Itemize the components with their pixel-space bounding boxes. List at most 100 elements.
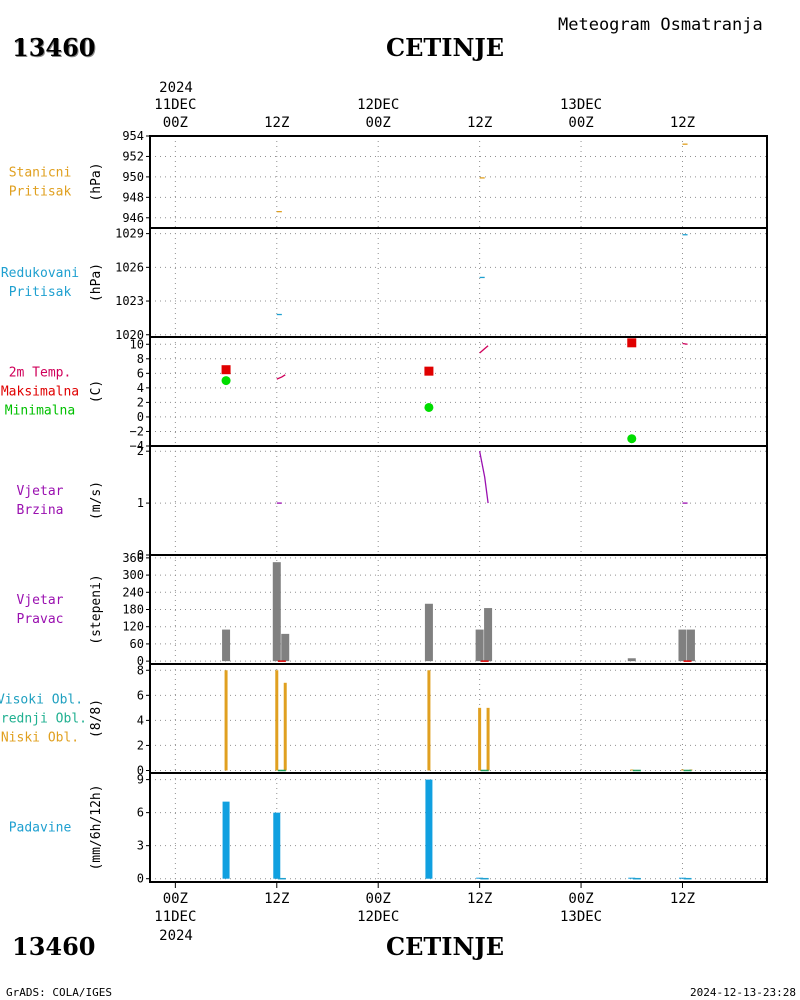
panel-0: 946 948 950 952 954 (hPa) Stanicni Pritisak xyxy=(9,129,768,229)
y-tick-label: 2 xyxy=(137,444,144,458)
y-tick-label: 948 xyxy=(122,190,144,204)
series-line xyxy=(478,451,489,504)
y-tick-label: 6 xyxy=(137,688,144,702)
y-tick-label: 2 xyxy=(137,395,144,409)
panel-title-line: Pravac xyxy=(17,612,64,627)
bar xyxy=(475,629,484,662)
y-axis-label: (C) xyxy=(89,380,104,403)
panel-title-line: Vjetar xyxy=(17,593,64,608)
panel-frame xyxy=(149,663,768,774)
bar xyxy=(678,877,686,879)
bar xyxy=(484,608,493,662)
panel-frame xyxy=(149,227,768,338)
panel-title-line: Maksimalna xyxy=(1,385,79,400)
max-temp-marker xyxy=(424,366,434,376)
y-tick-label: 1026 xyxy=(115,260,144,274)
y-axis-label: (hPa) xyxy=(89,162,104,201)
panel-5: 0 2 4 6 8 (8/8) Visoki Obl. Srednji Obl. Niski O… xyxy=(0,663,768,777)
bottom-time-label: 12Z xyxy=(467,891,492,907)
bottom-time-label: 00Z xyxy=(366,891,391,907)
panel-6: 0 3 6 9 (mm/6h/12h) Padavine xyxy=(9,772,768,886)
y-tick-label: 4 xyxy=(137,713,144,727)
y-tick-label: 0 xyxy=(137,872,144,886)
panel-title-line: Visoki Obl. xyxy=(0,693,83,708)
y-tick-label: 0 xyxy=(137,548,144,562)
panel-title-line: Pritisak xyxy=(9,185,72,200)
y-tick-label: 6 xyxy=(137,366,144,380)
y-tick-label: 1023 xyxy=(115,294,144,308)
bar xyxy=(425,779,433,879)
top-date-label: 12DEC xyxy=(357,97,399,113)
bottom-year-label: 2024 xyxy=(159,928,193,944)
bar xyxy=(630,769,634,771)
y-tick-label: 8 xyxy=(137,663,144,677)
y-axis-label: (m/s) xyxy=(89,481,104,520)
panel-title-line: Pritisak xyxy=(9,285,72,300)
panel-title-line: Stanicni xyxy=(9,166,72,181)
bar xyxy=(476,877,484,879)
y-axis-label: (hPa) xyxy=(89,263,104,302)
station-name-top: CETINJE xyxy=(386,33,504,62)
bottom-date-label: 12DEC xyxy=(357,909,399,925)
min-temp-marker xyxy=(221,376,231,386)
bar xyxy=(275,670,279,771)
bottom-time-label: 12Z xyxy=(670,891,695,907)
bottom-date-label: 11DEC xyxy=(154,909,196,925)
y-tick-label: 950 xyxy=(122,170,144,184)
bar xyxy=(272,562,281,662)
bar xyxy=(281,633,290,662)
bottom-time-label: 00Z xyxy=(163,891,188,907)
y-tick-label: 954 xyxy=(122,129,144,143)
y-tick-label: 120 xyxy=(122,620,144,634)
station-id-bottom: 13460 xyxy=(12,932,96,961)
panel-1: 1020 1023 1026 1029 (hPa) Redukovani Pritisak xyxy=(1,227,768,342)
y-tick-label: −4 xyxy=(130,439,144,453)
y-axis-label: (mm/6h/12h) xyxy=(89,784,104,870)
panel-frame xyxy=(149,445,768,556)
panel-title-line: Niski Obl. xyxy=(1,731,79,746)
y-tick-label: 6 xyxy=(137,806,144,820)
bar xyxy=(478,707,482,771)
bar xyxy=(222,629,231,662)
bar xyxy=(222,801,230,879)
bar xyxy=(628,877,636,879)
y-tick-label: 4 xyxy=(137,381,144,395)
station-name-bottom: CETINJE xyxy=(386,932,504,961)
top-year-label: 2024 xyxy=(159,80,193,96)
y-tick-label: −2 xyxy=(130,424,144,438)
y-axis-label: (stepeni) xyxy=(89,574,104,644)
y-tick-label: 360 xyxy=(122,551,144,565)
top-time-label: 12Z xyxy=(670,115,695,131)
top-date-label: 11DEC xyxy=(154,97,196,113)
y-tick-label: 8 xyxy=(137,352,144,366)
y-axis-label: (8/8) xyxy=(89,699,104,738)
bar xyxy=(678,629,687,662)
top-time-label: 00Z xyxy=(163,115,188,131)
bottom-time-label: 12Z xyxy=(264,891,289,907)
panel-title-line: Minimalna xyxy=(5,404,75,419)
panel-frame xyxy=(149,554,768,665)
top-time-label: 12Z xyxy=(467,115,492,131)
series-line xyxy=(479,345,489,354)
y-tick-label: 0 xyxy=(137,654,144,668)
meteogram-title: Meteogram Osmatranja xyxy=(558,15,763,35)
panel-title-line: Padavine xyxy=(9,821,72,836)
top-time-label: 12Z xyxy=(264,115,289,131)
panel-frame xyxy=(149,772,768,883)
y-tick-label: 1029 xyxy=(115,227,144,241)
y-tick-label: 300 xyxy=(122,568,144,582)
top-date-label: 13DEC xyxy=(560,97,602,113)
bar xyxy=(224,670,228,771)
panel-title-line: Srednji Obl. xyxy=(0,712,87,727)
bar xyxy=(627,658,636,662)
panel-frame xyxy=(149,336,768,447)
bottom-time-label: 00Z xyxy=(568,891,593,907)
bar xyxy=(283,682,287,771)
y-tick-label: 240 xyxy=(122,585,144,599)
series-line xyxy=(682,342,688,345)
bottom-date-label: 13DEC xyxy=(560,909,602,925)
panel-frame xyxy=(149,135,768,229)
bar xyxy=(427,670,431,771)
y-tick-label: 0 xyxy=(137,410,144,424)
